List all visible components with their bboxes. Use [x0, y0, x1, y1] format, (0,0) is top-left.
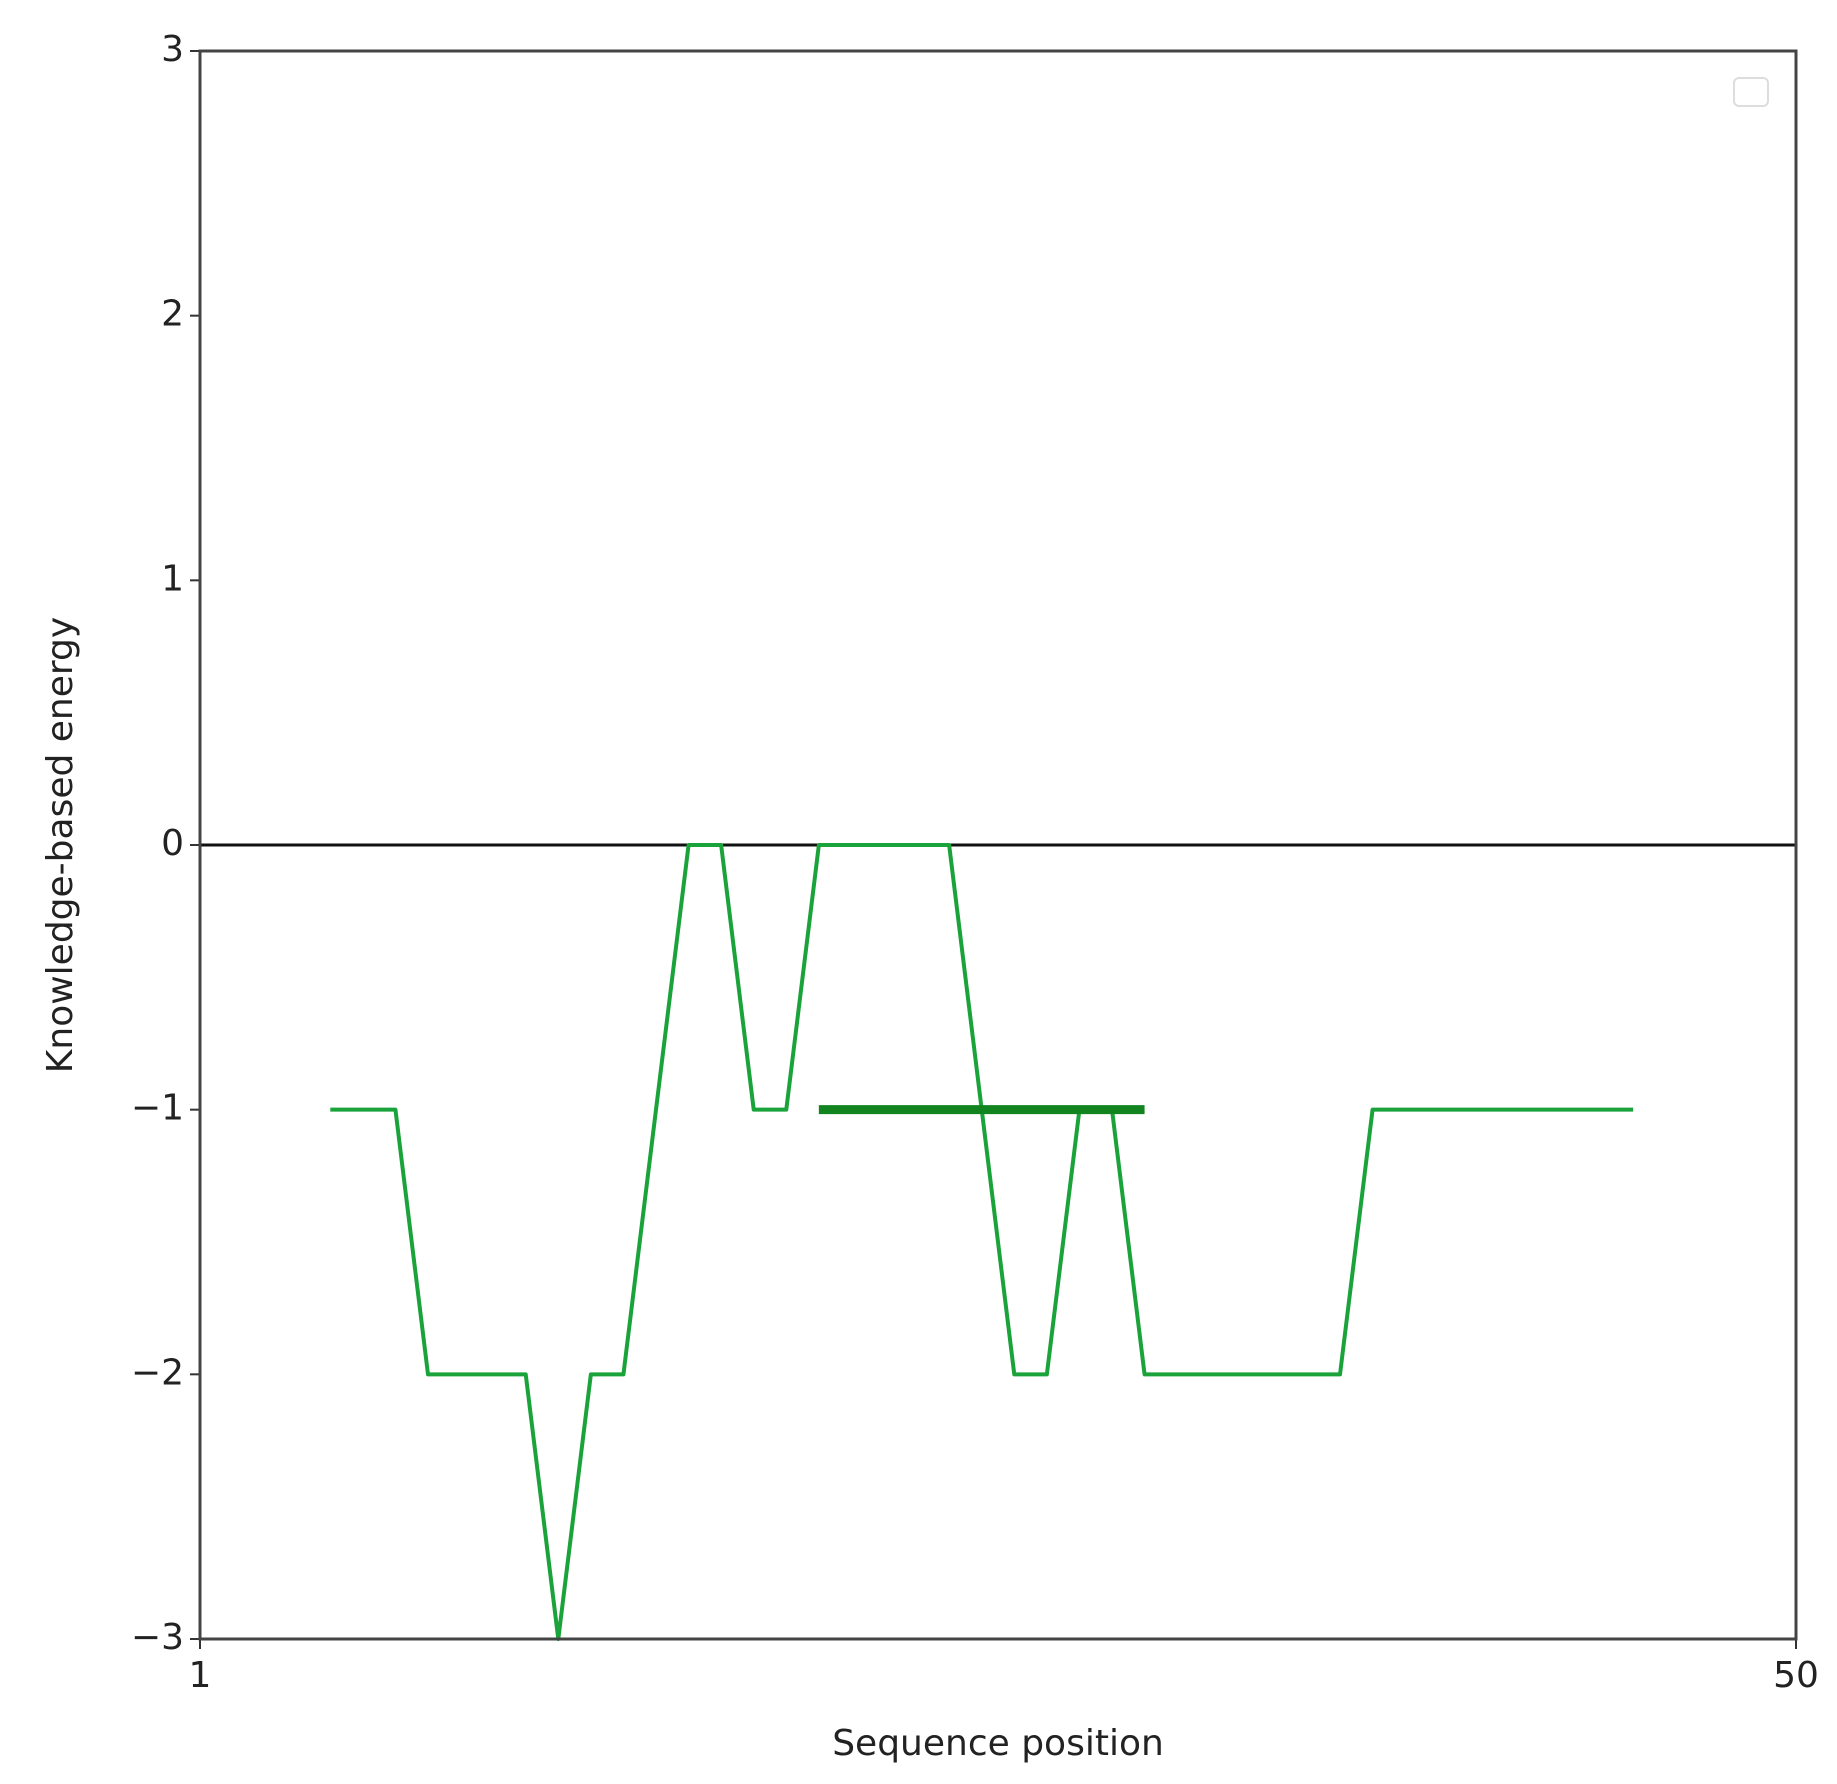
legend-box: [1733, 77, 1769, 107]
x-axis-label: Sequence position: [832, 1723, 1164, 1764]
x-tick-label: 1: [189, 1655, 212, 1696]
plot-frame: [198, 49, 1798, 1641]
x-tick-label: 50: [1773, 1655, 1819, 1696]
y-tick-label: −3: [131, 1617, 184, 1658]
y-tick-label: −2: [131, 1352, 184, 1393]
y-tick-label: 3: [161, 29, 184, 70]
y-axis-label: Knowledge-based energy: [40, 617, 81, 1073]
y-tick-label: 0: [161, 823, 184, 864]
y-tick-label: −1: [131, 1088, 184, 1129]
y-tick-label: 1: [161, 558, 184, 599]
y-tick-label: 2: [161, 294, 184, 335]
